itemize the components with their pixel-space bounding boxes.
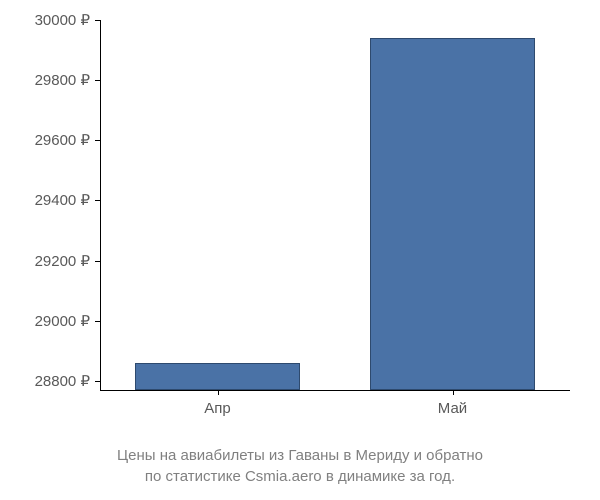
y-tick-label: 28800 ₽ — [35, 372, 90, 390]
y-tick-label: 29200 ₽ — [35, 252, 90, 270]
x-tick-label: Апр — [204, 400, 230, 417]
y-tick-label: 29600 ₽ — [35, 131, 90, 149]
y-tick-label: 29800 ₽ — [35, 71, 90, 89]
y-tick-label: 29400 ₽ — [35, 191, 90, 209]
x-axis: Апр Май — [100, 395, 570, 425]
chart-container: 28800 ₽ 29000 ₽ 29200 ₽ 29400 ₽ 29600 ₽ 29800… — [0, 0, 600, 440]
bar — [135, 363, 300, 390]
y-tick-label: 30000 ₽ — [35, 11, 90, 29]
x-axis-line — [100, 390, 570, 391]
plot-area — [100, 20, 570, 390]
x-tick-label: Май — [438, 400, 467, 417]
x-tick-mark — [453, 390, 454, 395]
y-axis: 28800 ₽ 29000 ₽ 29200 ₽ 29400 ₽ 29600 ₽ 29800… — [0, 20, 95, 390]
x-tick-mark — [218, 390, 219, 395]
chart-caption: Цены на авиабилеты из Гаваны в Мериду и … — [0, 445, 600, 487]
bar — [370, 38, 535, 390]
caption-line-1: Цены на авиабилеты из Гаваны в Мериду и … — [117, 447, 483, 464]
caption-line-2: по статистике Csmia.aero в динамике за г… — [145, 468, 455, 485]
y-tick-label: 29000 ₽ — [35, 312, 90, 330]
